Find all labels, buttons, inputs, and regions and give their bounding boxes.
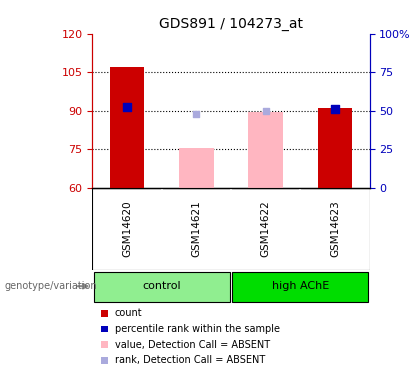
Bar (110, 67, 144, 188)
Point (193, 111, 200, 117)
Bar (94, 272, 230, 302)
Point (124, 104, 131, 110)
Text: GSM14622: GSM14622 (261, 200, 270, 257)
Bar (179, 148, 214, 188)
Text: GSM14621: GSM14621 (192, 200, 201, 257)
Point (332, 106, 339, 112)
Text: GSM14620: GSM14620 (122, 200, 132, 257)
Text: high AChE: high AChE (272, 281, 329, 291)
Text: count: count (115, 308, 142, 318)
Point (262, 108, 269, 114)
Text: genotype/variation: genotype/variation (4, 281, 97, 291)
Text: value, Detection Call = ABSENT: value, Detection Call = ABSENT (115, 340, 270, 350)
Text: GSM14623: GSM14623 (330, 200, 340, 257)
Text: rank, Detection Call = ABSENT: rank, Detection Call = ABSENT (115, 356, 265, 365)
Bar (318, 108, 352, 188)
Title: GDS891 / 104273_at: GDS891 / 104273_at (159, 17, 303, 32)
Text: control: control (142, 281, 181, 291)
Text: percentile rank within the sample: percentile rank within the sample (115, 324, 280, 334)
Bar (248, 112, 283, 188)
Bar (232, 272, 368, 302)
